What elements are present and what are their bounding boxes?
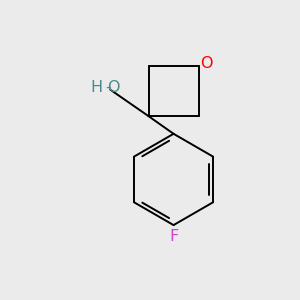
Text: F: F: [169, 229, 178, 244]
Text: O: O: [201, 56, 213, 71]
Text: -: -: [105, 80, 111, 95]
Text: H: H: [91, 80, 103, 95]
Text: O: O: [106, 80, 119, 95]
